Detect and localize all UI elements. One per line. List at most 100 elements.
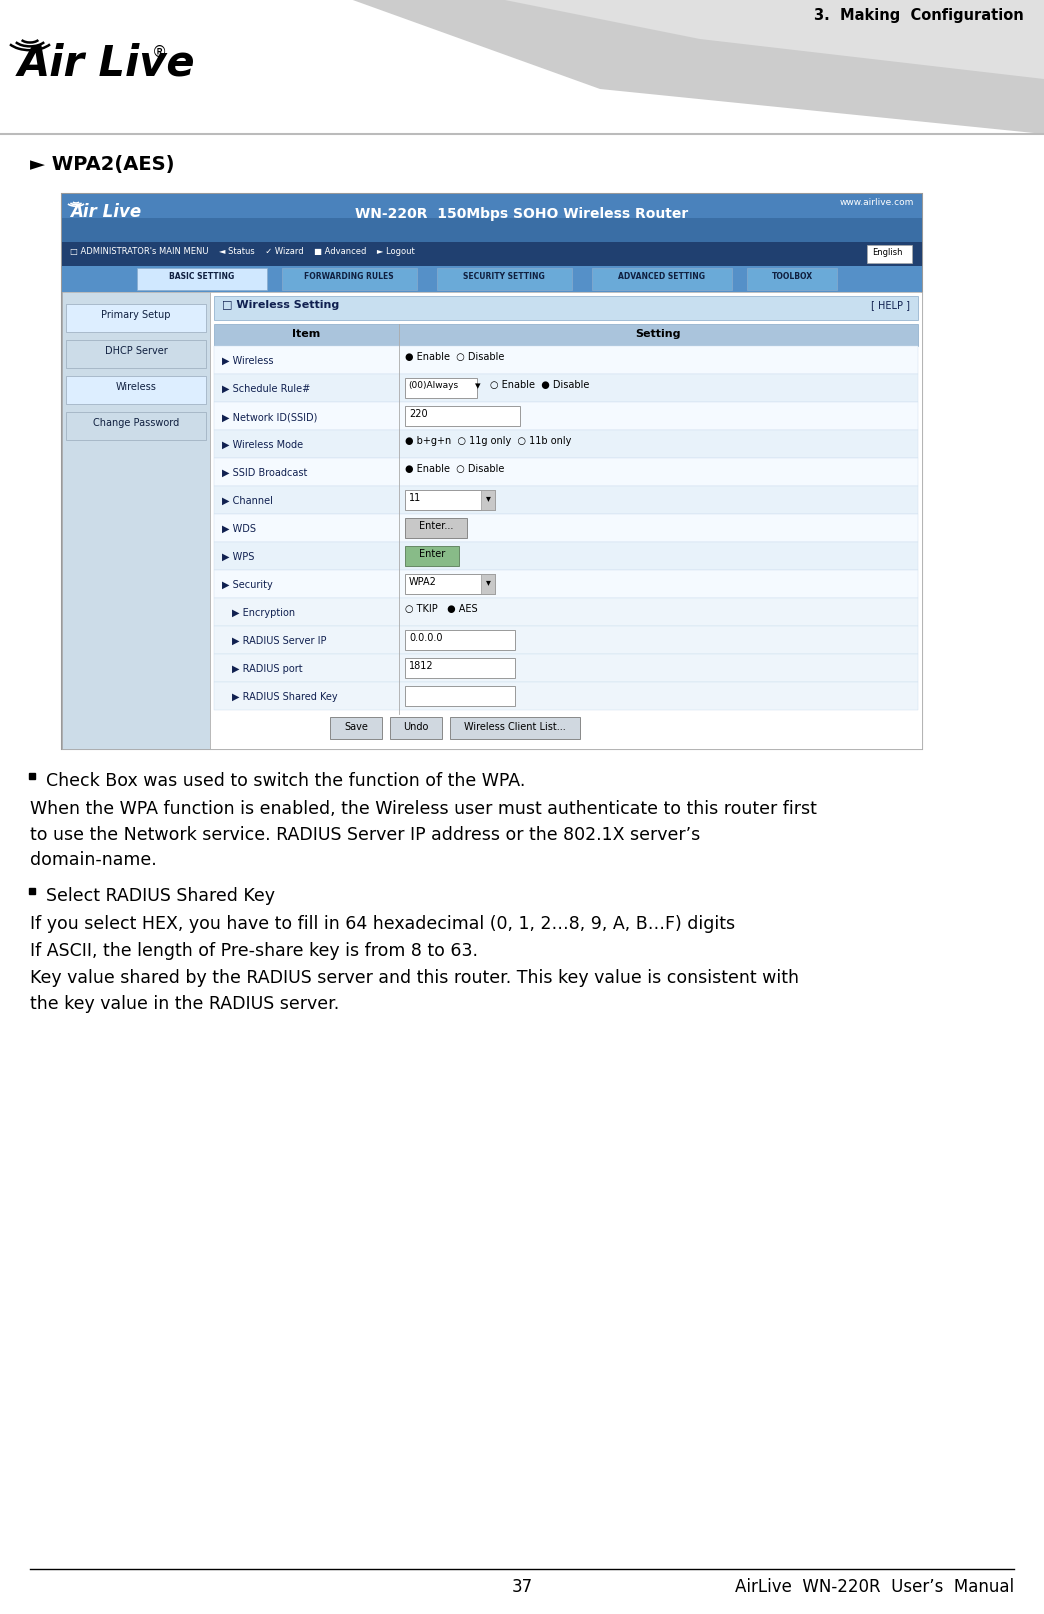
Text: ○ Enable  ● Disable: ○ Enable ● Disable xyxy=(490,379,590,389)
Text: Air Live: Air Live xyxy=(70,203,141,221)
FancyBboxPatch shape xyxy=(66,305,206,332)
FancyBboxPatch shape xyxy=(210,292,922,749)
Text: 37: 37 xyxy=(512,1577,532,1595)
Text: WN-220R  150Mbps SOHO Wireless Router: WN-220R 150Mbps SOHO Wireless Router xyxy=(355,207,689,221)
Text: AirLive  WN-220R  User’s  Manual: AirLive WN-220R User’s Manual xyxy=(735,1577,1014,1595)
Text: ▶ Schedule Rule#: ▶ Schedule Rule# xyxy=(222,384,310,394)
FancyBboxPatch shape xyxy=(405,407,520,426)
Text: ● b+g+n  ○ 11g only  ○ 11b only: ● b+g+n ○ 11g only ○ 11b only xyxy=(405,436,571,445)
FancyBboxPatch shape xyxy=(481,575,495,594)
Polygon shape xyxy=(350,0,1044,136)
Text: [ HELP ]: [ HELP ] xyxy=(871,300,910,310)
Text: www.airlive.com: www.airlive.com xyxy=(839,199,914,207)
Text: DHCP Server: DHCP Server xyxy=(104,345,167,355)
FancyBboxPatch shape xyxy=(214,683,918,710)
Text: Save: Save xyxy=(345,721,367,731)
Text: Air Live: Air Live xyxy=(18,42,195,84)
FancyBboxPatch shape xyxy=(405,659,515,678)
FancyBboxPatch shape xyxy=(282,270,417,291)
Text: ▶ RADIUS Shared Key: ▶ RADIUS Shared Key xyxy=(232,691,337,702)
Text: ▶ WPS: ▶ WPS xyxy=(222,552,255,562)
FancyBboxPatch shape xyxy=(405,518,467,539)
Text: SECURITY SETTING: SECURITY SETTING xyxy=(464,271,545,281)
Text: ▶ RADIUS port: ▶ RADIUS port xyxy=(232,663,303,673)
FancyBboxPatch shape xyxy=(62,242,922,266)
FancyBboxPatch shape xyxy=(66,413,206,441)
Text: ● Enable  ○ Disable: ● Enable ○ Disable xyxy=(405,463,504,473)
FancyBboxPatch shape xyxy=(214,571,918,599)
Text: ▾: ▾ xyxy=(475,381,480,391)
FancyBboxPatch shape xyxy=(62,292,210,749)
FancyBboxPatch shape xyxy=(437,270,572,291)
Text: Undo: Undo xyxy=(403,721,429,731)
Text: ● Enable  ○ Disable: ● Enable ○ Disable xyxy=(405,352,504,362)
FancyBboxPatch shape xyxy=(62,195,922,220)
FancyBboxPatch shape xyxy=(748,270,837,291)
Text: Enter: Enter xyxy=(419,549,445,558)
Text: ▶ Channel: ▶ Channel xyxy=(222,495,272,505)
FancyBboxPatch shape xyxy=(62,195,922,242)
Text: ▶ Network ID(SSID): ▶ Network ID(SSID) xyxy=(222,412,317,421)
Text: TOOLBOX: TOOLBOX xyxy=(772,271,812,281)
Text: Primary Setup: Primary Setup xyxy=(101,310,171,320)
Text: Wireless: Wireless xyxy=(116,383,157,392)
FancyBboxPatch shape xyxy=(405,379,477,399)
Text: 3.  Making  Configuration: 3. Making Configuration xyxy=(814,8,1024,23)
FancyBboxPatch shape xyxy=(214,374,918,404)
FancyBboxPatch shape xyxy=(62,195,922,749)
FancyBboxPatch shape xyxy=(390,718,442,739)
Text: Item: Item xyxy=(292,329,321,339)
Text: ► WPA2(AES): ► WPA2(AES) xyxy=(30,155,174,174)
FancyBboxPatch shape xyxy=(214,542,918,571)
Text: ▶ RADIUS Server IP: ▶ RADIUS Server IP xyxy=(232,636,327,646)
FancyBboxPatch shape xyxy=(214,626,918,655)
Text: □ Wireless Setting: □ Wireless Setting xyxy=(222,300,339,310)
Text: FORWARDING RULES: FORWARDING RULES xyxy=(304,271,394,281)
FancyBboxPatch shape xyxy=(66,341,206,368)
FancyBboxPatch shape xyxy=(62,266,922,292)
Text: BASIC SETTING: BASIC SETTING xyxy=(169,271,235,281)
FancyBboxPatch shape xyxy=(405,547,459,567)
Text: ▾: ▾ xyxy=(485,492,491,502)
Text: Check Box was used to switch the function of the WPA.: Check Box was used to switch the functio… xyxy=(46,771,525,789)
Text: If you select HEX, you have to fill in 64 hexadecimal (0, 1, 2…8, 9, A, B…F) dig: If you select HEX, you have to fill in 6… xyxy=(30,915,735,933)
FancyBboxPatch shape xyxy=(214,431,918,458)
Text: ADVANCED SETTING: ADVANCED SETTING xyxy=(618,271,706,281)
FancyBboxPatch shape xyxy=(214,347,918,374)
Text: 0.0.0.0: 0.0.0.0 xyxy=(409,633,443,642)
Text: ▾: ▾ xyxy=(485,576,491,586)
Text: Key value shared by the RADIUS server and this router. This key value is consist: Key value shared by the RADIUS server an… xyxy=(30,968,799,1012)
FancyBboxPatch shape xyxy=(214,487,918,515)
Text: English: English xyxy=(872,249,902,257)
FancyBboxPatch shape xyxy=(66,376,206,405)
FancyBboxPatch shape xyxy=(214,515,918,542)
Text: ○ TKIP   ● AES: ○ TKIP ● AES xyxy=(405,604,477,613)
FancyBboxPatch shape xyxy=(214,599,918,626)
FancyBboxPatch shape xyxy=(405,491,495,510)
FancyBboxPatch shape xyxy=(214,458,918,487)
FancyBboxPatch shape xyxy=(867,245,912,263)
FancyBboxPatch shape xyxy=(214,404,918,431)
Text: (00)Always: (00)Always xyxy=(408,381,458,389)
FancyBboxPatch shape xyxy=(137,270,267,291)
Text: ®: ® xyxy=(152,45,167,60)
Text: ▶ WDS: ▶ WDS xyxy=(222,523,256,534)
Text: ▶ Security: ▶ Security xyxy=(222,579,272,589)
Text: If ASCII, the length of Pre-share key is from 8 to 63.: If ASCII, the length of Pre-share key is… xyxy=(30,941,478,959)
Text: 11: 11 xyxy=(409,492,421,502)
FancyBboxPatch shape xyxy=(405,575,495,594)
FancyBboxPatch shape xyxy=(214,655,918,683)
Text: ▶ SSID Broadcast: ▶ SSID Broadcast xyxy=(222,468,307,478)
FancyBboxPatch shape xyxy=(214,297,918,321)
Text: Wireless Client List...: Wireless Client List... xyxy=(465,721,566,731)
Text: When the WPA function is enabled, the Wireless user must authenticate to this ro: When the WPA function is enabled, the Wi… xyxy=(30,799,816,868)
Text: Select RADIUS Shared Key: Select RADIUS Shared Key xyxy=(46,886,275,904)
Text: ▶ Wireless: ▶ Wireless xyxy=(222,355,274,366)
FancyBboxPatch shape xyxy=(214,324,918,347)
Polygon shape xyxy=(500,0,1044,81)
Text: ▶ Encryption: ▶ Encryption xyxy=(232,607,295,618)
Text: Enter...: Enter... xyxy=(419,521,453,531)
FancyBboxPatch shape xyxy=(592,270,732,291)
FancyBboxPatch shape xyxy=(405,686,515,707)
Text: 220: 220 xyxy=(409,408,428,418)
